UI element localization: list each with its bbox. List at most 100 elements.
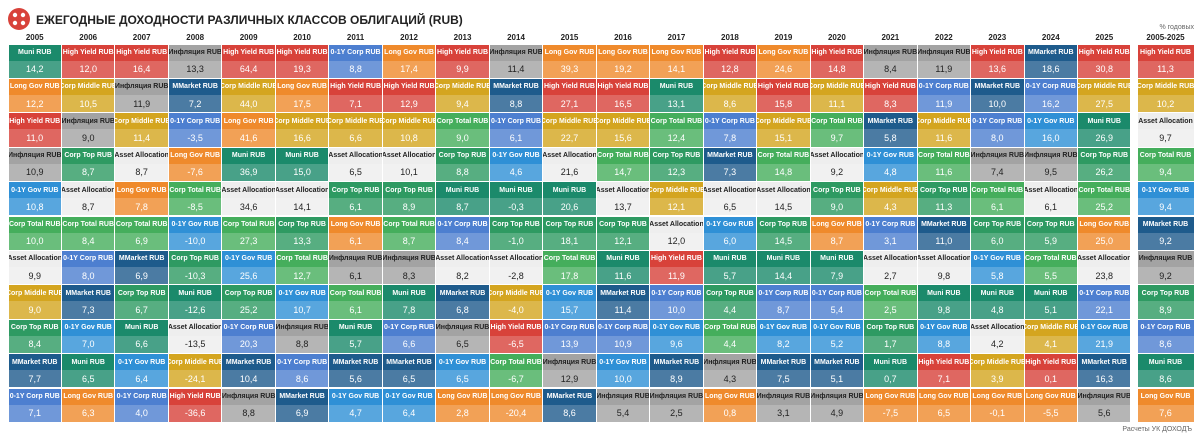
column-header: 2021 bbox=[881, 33, 900, 42]
table-cell: Asset Allocation 2,7 bbox=[864, 250, 917, 285]
return-value: 12,7 bbox=[275, 266, 329, 285]
return-value: 4,4 bbox=[703, 301, 757, 319]
return-value: 25,0 bbox=[1078, 232, 1131, 250]
asset-name: Corp Middle RUB bbox=[275, 117, 329, 125]
table-cell: Corp Total RUB 9,0 bbox=[436, 113, 489, 147]
table-cell: Corp Top RUB 11,3 bbox=[917, 182, 971, 216]
return-value: 8,4 bbox=[8, 335, 61, 354]
table-cell: Corp Middle RUB 9,0 bbox=[8, 285, 61, 319]
return-value: 15,8 bbox=[757, 94, 810, 113]
asset-name: Инфляция RUB bbox=[596, 393, 650, 400]
table-cell: Corp Total RUB 11,6 bbox=[917, 147, 971, 182]
unit-note: % годовых bbox=[1159, 24, 1194, 31]
asset-name: Corp Middle RUB bbox=[61, 83, 115, 91]
table-cell: Long Gov RUB 14,1 bbox=[650, 44, 703, 78]
asset-name: MMarket RUB bbox=[439, 289, 486, 297]
asset-name: High Yield RUB bbox=[1140, 49, 1191, 56]
asset-name: High Yield RUB bbox=[9, 117, 61, 125]
asset-name: High Yield RUB bbox=[437, 49, 488, 56]
return-value: 5,8 bbox=[864, 129, 917, 147]
table-cell: Long Gov RUB -20,4 bbox=[489, 388, 543, 422]
asset-name: MMarket RUB bbox=[546, 393, 593, 400]
asset-name: Corp Total RUB bbox=[864, 289, 917, 297]
table-cell: Muni RUB 26,9 bbox=[1078, 113, 1131, 147]
asset-name: Asset Allocation bbox=[971, 324, 1024, 332]
asset-name: MMarket RUB bbox=[225, 358, 272, 366]
asset-name: Muni RUB bbox=[980, 289, 1015, 297]
return-value: -3,5 bbox=[168, 129, 222, 147]
return-value: 10,8 bbox=[382, 129, 436, 147]
table-cell: 0-1Y Gov RUB 4,7 bbox=[329, 388, 382, 422]
return-value: 24,6 bbox=[757, 60, 810, 78]
table-cell: 0-1Y Corp RUB 3,1 bbox=[864, 216, 917, 250]
asset-name: Corp Total RUB bbox=[650, 117, 703, 125]
asset-name: MMarket RUB bbox=[707, 152, 753, 160]
table-cell: Long Gov RUB 7,6 bbox=[1137, 388, 1194, 422]
return-value: 10,7 bbox=[275, 301, 329, 319]
table-cell: Corp Top RUB 8,9 bbox=[1137, 285, 1194, 319]
asset-name: High Yield RUB bbox=[971, 49, 1023, 56]
return-value: 8,8 bbox=[436, 163, 489, 182]
asset-name: Long Gov RUB bbox=[277, 83, 327, 91]
asset-name: Инфляция RUB bbox=[436, 324, 489, 332]
column-header: 2010 bbox=[293, 33, 311, 42]
asset-name: 0-1Y Gov RUB bbox=[652, 324, 701, 332]
table-cell: 0-1Y Corp RUB 8,7 bbox=[757, 285, 810, 319]
return-value: 44,0 bbox=[222, 94, 275, 113]
return-value: 39,3 bbox=[543, 60, 596, 78]
table-cell: Corp Total RUB 27,3 bbox=[222, 216, 275, 250]
table-cell: Long Gov RUB 0,8 bbox=[703, 388, 757, 422]
return-value: 22,1 bbox=[1078, 301, 1131, 319]
asset-name: Corp Middle RUB bbox=[864, 186, 917, 194]
asset-name: Corp Total RUB bbox=[1024, 255, 1077, 263]
return-value: 11,0 bbox=[8, 129, 61, 147]
column-header: 2012 bbox=[400, 33, 418, 42]
return-value: 8,3 bbox=[864, 94, 917, 113]
table-cell: 0-1Y Gov RUB 8,2 bbox=[757, 319, 810, 354]
table-cell: Asset Allocation 10,1 bbox=[382, 147, 436, 182]
table-cell: Long Gov RUB 39,3 bbox=[543, 44, 596, 78]
table-cell: MMarket RUB 6,9 bbox=[115, 250, 168, 285]
table-cell: Asset Allocation 14,5 bbox=[757, 182, 810, 216]
asset-name: MMarket RUB bbox=[867, 117, 914, 125]
asset-name: Muni RUB bbox=[1148, 358, 1183, 366]
return-value: 16,3 bbox=[1078, 370, 1131, 388]
table-cell: Corp Middle RUB 11,1 bbox=[810, 78, 864, 113]
table-cell: Muni RUB 13,1 bbox=[650, 78, 703, 113]
table-cell: MMarket RUB 9,2 bbox=[1137, 216, 1194, 250]
asset-name: Asset Allocation bbox=[8, 255, 61, 263]
column-header: 2020 bbox=[827, 33, 846, 42]
return-value: 13,7 bbox=[596, 198, 650, 216]
asset-name: MMarket RUB bbox=[332, 358, 379, 366]
return-value: 8,7 bbox=[61, 198, 115, 216]
asset-name: Asset Allocation bbox=[757, 186, 810, 194]
asset-name: 0-1Y Gov RUB bbox=[920, 324, 968, 332]
asset-name: 0-1Y Corp RUB bbox=[865, 221, 916, 228]
return-value: 27,1 bbox=[543, 94, 596, 113]
return-value: 26,9 bbox=[1078, 129, 1131, 147]
asset-name: Long Gov RUB bbox=[918, 393, 969, 400]
asset-name: 0-1Y Corp RUB bbox=[384, 324, 435, 332]
return-value: 8,9 bbox=[650, 370, 703, 388]
asset-name: Corp Total RUB bbox=[62, 221, 114, 228]
column-header: 2014 bbox=[507, 33, 525, 42]
return-value: 26,2 bbox=[1078, 163, 1131, 182]
asset-name: Инфляция RUB bbox=[115, 83, 168, 91]
table-cell: Corp Middle RUB 3,9 bbox=[971, 354, 1024, 388]
asset-name: Muni RUB bbox=[285, 152, 319, 160]
footer: Расчеты УК ДОХОДЪ bbox=[1122, 426, 1192, 433]
return-value: 6,1 bbox=[329, 301, 382, 319]
table-cell: Corp Top RUB 6,1 bbox=[329, 182, 382, 216]
table-cell: MMarket RUB 7,3 bbox=[703, 147, 757, 182]
asset-name: Инфляция RUB bbox=[864, 49, 917, 56]
return-value: 7,1 bbox=[8, 404, 61, 422]
return-value: 4,8 bbox=[971, 301, 1024, 319]
return-value: 3,9 bbox=[971, 370, 1024, 388]
asset-name: 0-1Y Gov RUB bbox=[706, 221, 754, 228]
return-value: 9,8 bbox=[917, 301, 971, 319]
table-cell: Asset Allocation 8,7 bbox=[61, 182, 115, 216]
table-cell: Long Gov RUB -5,5 bbox=[1024, 388, 1078, 422]
table-cell: Инфляция RUB 6,5 bbox=[436, 319, 489, 354]
return-value: 7,0 bbox=[61, 335, 115, 354]
table-cell: Corp Middle RUB 27,5 bbox=[1078, 78, 1131, 113]
